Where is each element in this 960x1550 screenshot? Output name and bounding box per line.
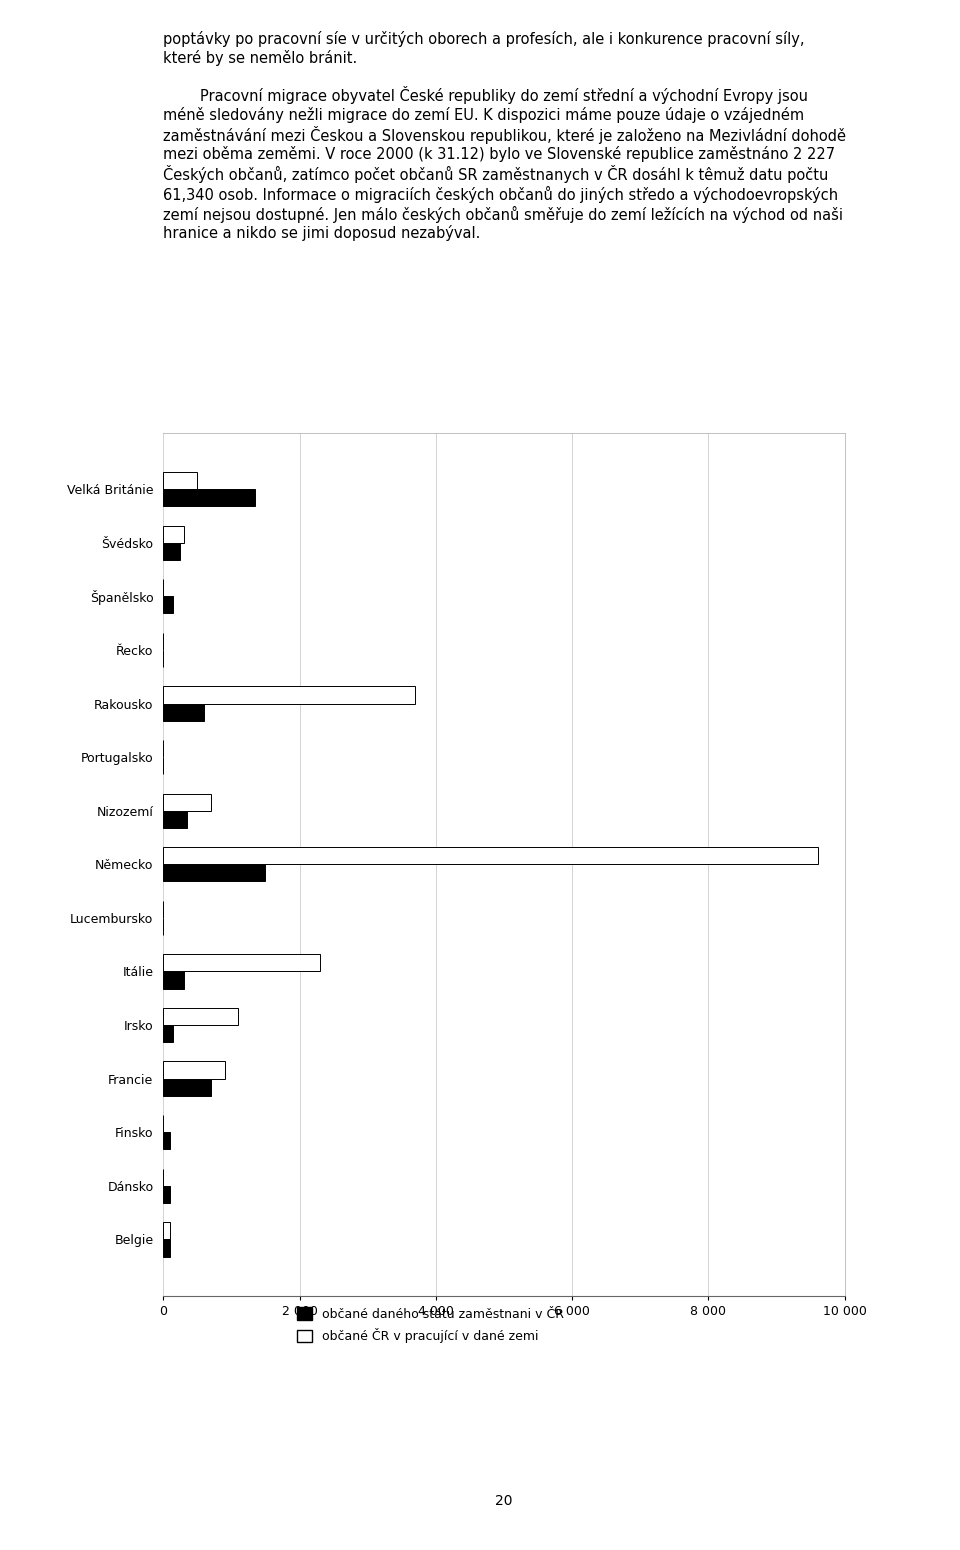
Bar: [163, 848, 818, 865]
Bar: [163, 542, 180, 560]
Bar: [163, 525, 183, 542]
Bar: [163, 704, 204, 721]
Bar: [163, 865, 265, 882]
Bar: [163, 1079, 211, 1096]
Bar: [163, 1025, 174, 1042]
Bar: [163, 955, 320, 972]
Bar: [163, 811, 187, 828]
Bar: [163, 1186, 170, 1203]
Bar: [163, 1008, 238, 1025]
Bar: [163, 794, 211, 811]
Bar: [163, 687, 416, 704]
Bar: [163, 473, 198, 490]
Bar: [163, 490, 255, 507]
Bar: [163, 1223, 170, 1240]
Text: poptávky po pracovní síe v určitých oborech a profesích, ale i konkurence pracov: poptávky po pracovní síe v určitých obor…: [163, 31, 846, 242]
Bar: [163, 972, 183, 989]
Bar: [163, 1132, 170, 1150]
Text: G r a f  12: G r a f 12: [163, 440, 250, 456]
Text: 20: 20: [495, 1494, 513, 1508]
Legend: občané daného státu zaměstnani v ČR, občané ČR v pracující v dané zemi: občané daného státu zaměstnani v ČR, obč…: [292, 1302, 569, 1348]
Text: Vzájemné zaměstnávání mezi Českou republikou a zeměmi EU: Vzájemné zaměstnávání mezi Českou republ…: [262, 440, 795, 459]
Bar: [163, 1240, 170, 1257]
Bar: [163, 597, 174, 614]
Bar: [163, 1062, 225, 1079]
